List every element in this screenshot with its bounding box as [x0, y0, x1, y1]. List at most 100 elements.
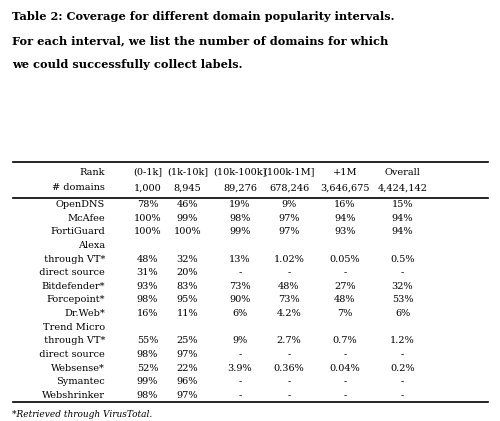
Text: through VT*: through VT*	[38, 255, 105, 264]
Text: -: -	[288, 350, 290, 359]
Text: 94%: 94%	[392, 214, 413, 223]
Text: 98%: 98%	[137, 391, 158, 400]
Text: -: -	[401, 391, 404, 400]
Text: -: -	[238, 377, 242, 386]
Text: +1M: +1M	[332, 168, 357, 176]
Text: 46%: 46%	[177, 200, 198, 209]
Text: Trend Micro: Trend Micro	[43, 322, 105, 332]
Text: McAfee: McAfee	[68, 214, 105, 223]
Text: 97%: 97%	[278, 227, 300, 237]
Text: through VT*: through VT*	[38, 336, 105, 345]
Text: -: -	[288, 377, 290, 386]
Text: OpenDNS: OpenDNS	[56, 200, 105, 209]
Text: 100%: 100%	[174, 227, 202, 237]
Text: 52%: 52%	[137, 363, 158, 373]
Text: Rank: Rank	[80, 168, 105, 176]
Text: 1,000: 1,000	[134, 184, 162, 192]
Text: -: -	[238, 391, 242, 400]
Text: -: -	[344, 377, 346, 386]
Text: -: -	[288, 391, 290, 400]
Text: 16%: 16%	[137, 309, 158, 318]
Text: (1k-10k]: (1k-10k]	[167, 168, 208, 176]
Text: 94%: 94%	[392, 227, 413, 237]
Text: 0.36%: 0.36%	[274, 363, 304, 373]
Text: we could successfully collect labels.: we could successfully collect labels.	[12, 59, 243, 70]
Text: 7%: 7%	[338, 309, 352, 318]
Text: 100%: 100%	[134, 214, 162, 223]
Text: 99%: 99%	[230, 227, 250, 237]
Text: -: -	[344, 350, 346, 359]
Text: 100%: 100%	[134, 227, 162, 237]
Text: 96%: 96%	[177, 377, 198, 386]
Text: 6%: 6%	[395, 309, 410, 318]
Text: Symantec: Symantec	[56, 377, 105, 386]
Text: -: -	[344, 268, 346, 277]
Text: 95%: 95%	[177, 296, 198, 304]
Text: 19%: 19%	[229, 200, 251, 209]
Text: 25%: 25%	[177, 336, 198, 345]
Text: -: -	[344, 391, 346, 400]
Text: 73%: 73%	[278, 296, 300, 304]
Text: -: -	[401, 268, 404, 277]
Text: 31%: 31%	[136, 268, 158, 277]
Text: (100k-1M]: (100k-1M]	[263, 168, 315, 176]
Text: 1.02%: 1.02%	[274, 255, 304, 264]
Text: 0.7%: 0.7%	[332, 336, 357, 345]
Text: (0-1k]: (0-1k]	[133, 168, 162, 176]
Text: 48%: 48%	[278, 282, 300, 291]
Text: 53%: 53%	[392, 296, 413, 304]
Text: 20%: 20%	[177, 268, 198, 277]
Text: (10k-100k]: (10k-100k]	[214, 168, 266, 176]
Text: 0.5%: 0.5%	[390, 255, 415, 264]
Text: 98%: 98%	[230, 214, 250, 223]
Text: 1.2%: 1.2%	[390, 336, 415, 345]
Text: 16%: 16%	[334, 200, 356, 209]
Text: 8,945: 8,945	[174, 184, 202, 192]
Text: 0.04%: 0.04%	[330, 363, 360, 373]
Text: 83%: 83%	[177, 282, 198, 291]
Text: Alexa: Alexa	[78, 241, 105, 250]
Text: 98%: 98%	[137, 296, 158, 304]
Text: -: -	[238, 268, 242, 277]
Text: 93%: 93%	[137, 282, 158, 291]
Text: Dr.Web*: Dr.Web*	[64, 309, 105, 318]
Text: For each interval, we list the number of domains for which: For each interval, we list the number of…	[12, 35, 389, 46]
Text: Overall: Overall	[384, 168, 420, 176]
Text: 99%: 99%	[137, 377, 158, 386]
Text: Webshrinker: Webshrinker	[42, 391, 105, 400]
Text: 99%: 99%	[177, 214, 198, 223]
Text: 97%: 97%	[278, 214, 300, 223]
Text: 55%: 55%	[137, 336, 158, 345]
Text: 94%: 94%	[334, 214, 356, 223]
Text: 3,646,675: 3,646,675	[320, 184, 370, 192]
Text: 6%: 6%	[232, 309, 248, 318]
Text: 2.7%: 2.7%	[276, 336, 301, 345]
Text: 13%: 13%	[229, 255, 251, 264]
Text: 78%: 78%	[137, 200, 158, 209]
Text: Bitdefender*: Bitdefender*	[42, 282, 105, 291]
Text: 89,276: 89,276	[223, 184, 257, 192]
Text: 3.9%: 3.9%	[228, 363, 252, 373]
Text: 93%: 93%	[334, 227, 356, 237]
Text: 32%: 32%	[176, 255, 199, 264]
Text: 9%: 9%	[282, 200, 296, 209]
Text: 97%: 97%	[177, 350, 198, 359]
Text: 97%: 97%	[177, 391, 198, 400]
Text: 48%: 48%	[137, 255, 158, 264]
Text: 678,246: 678,246	[269, 184, 309, 192]
Text: 15%: 15%	[392, 200, 413, 209]
Text: direct source: direct source	[33, 268, 105, 277]
Text: 32%: 32%	[392, 282, 413, 291]
Text: 0.05%: 0.05%	[330, 255, 360, 264]
Text: *Retrieved through VirusTotal.: *Retrieved through VirusTotal.	[12, 410, 153, 418]
Text: 0.2%: 0.2%	[390, 363, 415, 373]
Text: 98%: 98%	[137, 350, 158, 359]
Text: -: -	[238, 350, 242, 359]
Text: Websense*: Websense*	[51, 363, 105, 373]
Text: -: -	[401, 350, 404, 359]
Text: -: -	[401, 377, 404, 386]
Text: 22%: 22%	[176, 363, 199, 373]
Text: 11%: 11%	[176, 309, 199, 318]
Text: -: -	[288, 268, 290, 277]
Text: 4,424,142: 4,424,142	[378, 184, 428, 192]
